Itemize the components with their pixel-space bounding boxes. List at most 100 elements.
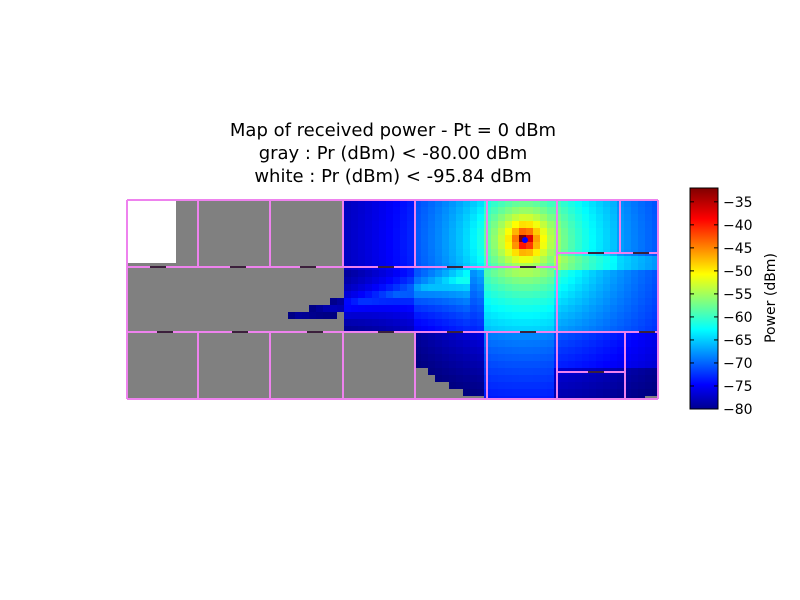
heatmap-cell <box>197 396 205 399</box>
heatmap-cell <box>575 340 583 348</box>
heatmap-cell <box>414 221 422 229</box>
heatmap-cell <box>428 361 436 369</box>
heatmap-cell <box>127 291 135 299</box>
heatmap-cell <box>477 382 485 390</box>
heatmap-cell <box>204 200 212 208</box>
colorbar-tick-label: −45 <box>723 241 753 257</box>
heatmap-cell <box>645 207 653 215</box>
heatmap-cell <box>505 333 513 341</box>
heatmap-cell <box>386 200 394 208</box>
heatmap-cell <box>456 368 464 376</box>
heatmap-cell <box>505 305 513 313</box>
heatmap-cell <box>505 354 513 362</box>
heatmap-cell <box>421 256 429 264</box>
heatmap-cell <box>568 326 576 334</box>
heatmap-cell <box>316 305 324 313</box>
heatmap-cell <box>358 235 366 243</box>
heatmap-cell <box>393 235 401 243</box>
heatmap-cell <box>316 256 324 264</box>
heatmap-cell <box>547 333 555 341</box>
heatmap-cell <box>491 368 499 376</box>
heatmap-cell <box>127 207 135 215</box>
heatmap-cell <box>610 207 618 215</box>
heatmap-cell <box>316 214 324 222</box>
heatmap-cell <box>176 319 184 327</box>
heatmap-cell <box>582 333 590 341</box>
heatmap-cell <box>295 242 303 250</box>
heatmap-cell <box>204 389 212 397</box>
heatmap-cell <box>568 200 576 208</box>
heatmap-cell <box>330 270 338 278</box>
heatmap-cell <box>379 291 387 299</box>
heatmap-cell <box>449 277 457 285</box>
heatmap-cell <box>638 368 646 376</box>
heatmap-cell <box>568 361 576 369</box>
heatmap-cell <box>330 298 338 306</box>
heatmap-cell <box>155 347 163 355</box>
heatmap-cell <box>638 256 646 264</box>
heatmap-cell <box>505 375 513 383</box>
heatmap-cell <box>134 249 142 257</box>
heatmap-cell <box>372 333 380 341</box>
heatmap-cell <box>533 270 541 278</box>
heatmap-cell <box>372 277 380 285</box>
heatmap-cell <box>358 382 366 390</box>
heatmap-cell <box>344 368 352 376</box>
heatmap-cell <box>218 382 226 390</box>
heatmap-cell <box>267 277 275 285</box>
heatmap-cell <box>582 277 590 285</box>
heatmap-cell <box>393 375 401 383</box>
heatmap-cell <box>365 242 373 250</box>
heatmap-cell <box>148 298 156 306</box>
heatmap-cell <box>575 298 583 306</box>
heatmap-cell <box>533 242 541 250</box>
heatmap-cell <box>232 326 240 334</box>
heatmap-cell <box>596 382 604 390</box>
heatmap-cell <box>372 319 380 327</box>
heatmap-cell <box>533 277 541 285</box>
heatmap-cell <box>232 389 240 397</box>
heatmap-cell <box>610 284 618 292</box>
heatmap-cell <box>134 312 142 320</box>
heatmap-cell <box>141 326 149 334</box>
heatmap-cell <box>330 221 338 229</box>
heatmap-cell <box>253 270 261 278</box>
heatmap-cell <box>169 319 177 327</box>
heatmap-cell <box>176 347 184 355</box>
heatmap-cell <box>414 305 422 313</box>
heatmap-cell <box>393 228 401 236</box>
heatmap-cell <box>344 382 352 390</box>
heatmap-cell <box>372 200 380 208</box>
heatmap-cell <box>358 214 366 222</box>
heatmap-cell <box>176 256 184 264</box>
heatmap-cell <box>197 389 205 397</box>
heatmap-cell <box>575 291 583 299</box>
heatmap-cell <box>225 305 233 313</box>
heatmap-cell <box>596 361 604 369</box>
heatmap-cell <box>470 291 478 299</box>
heatmap-cell <box>407 284 415 292</box>
heatmap-cell <box>477 242 485 250</box>
heatmap-cell <box>274 312 282 320</box>
heatmap-cell <box>190 228 198 236</box>
heatmap-cell <box>183 221 191 229</box>
heatmap-cell <box>435 284 443 292</box>
heatmap-cell <box>141 256 149 264</box>
heatmap-cell <box>435 214 443 222</box>
heatmap-cell <box>568 333 576 341</box>
heatmap-cell <box>162 319 170 327</box>
heatmap-cell <box>148 221 156 229</box>
heatmap-cell <box>568 256 576 264</box>
heatmap-cell <box>421 375 429 383</box>
heatmap-cell <box>344 270 352 278</box>
heatmap-cell <box>463 305 471 313</box>
colorbar-tick-label: −35 <box>723 195 753 211</box>
heatmap-cell <box>442 319 450 327</box>
heatmap-cell <box>547 214 555 222</box>
heatmap-cell <box>197 340 205 348</box>
heatmap-cell <box>260 284 268 292</box>
heatmap-cell <box>477 396 485 399</box>
heatmap-cell <box>127 228 135 236</box>
heatmap-cell <box>498 249 506 257</box>
heatmap-cell <box>211 249 219 257</box>
